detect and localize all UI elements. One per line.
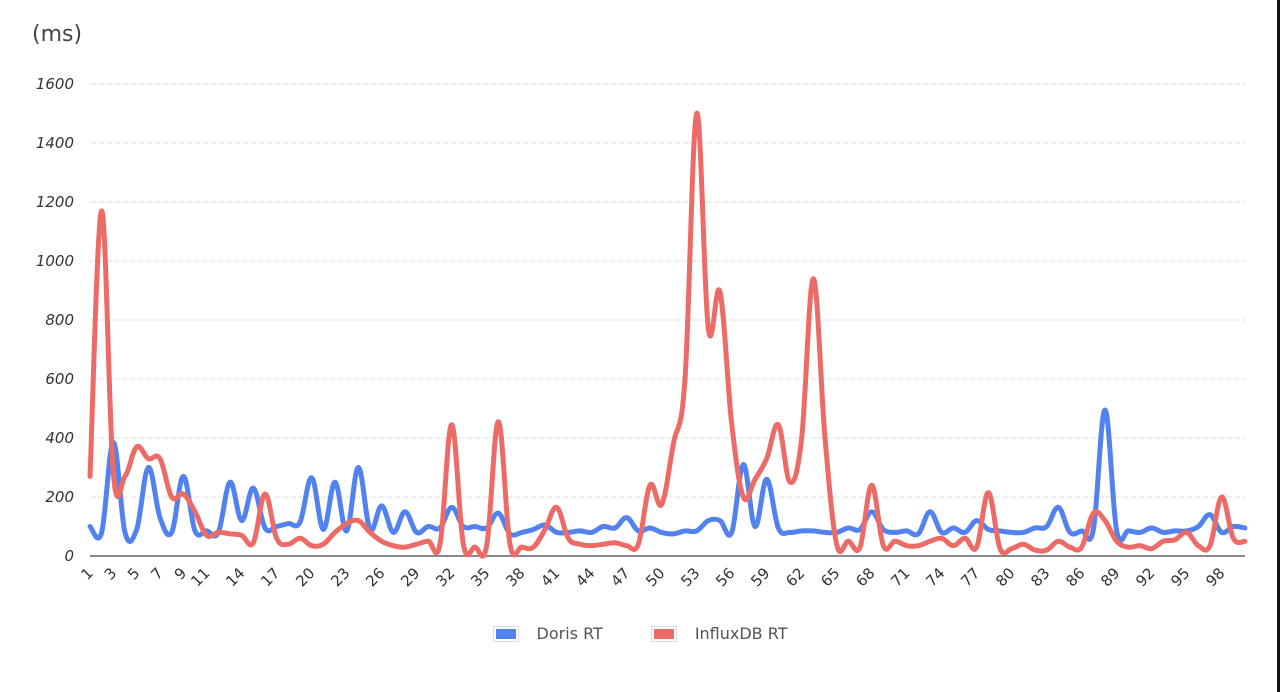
x-tick-label: 17: [257, 564, 283, 590]
y-axis-unit-label: (ms): [32, 22, 83, 47]
x-tick-label: 59: [747, 564, 773, 590]
x-tick-label: 44: [572, 564, 598, 590]
x-tick-label: 98: [1202, 564, 1228, 590]
x-tick-label: 56: [712, 564, 738, 590]
y-tick-label: 400: [45, 429, 74, 447]
y-tick-label: 1000: [36, 252, 74, 270]
y-tick-label: 1600: [36, 75, 74, 93]
x-tick-label: 77: [957, 564, 983, 590]
x-tick-label: 41: [537, 564, 563, 590]
x-tick-label: 53: [677, 564, 703, 590]
x-tick-label: 83: [1027, 564, 1053, 590]
legend-label: InfluxDB RT: [694, 624, 788, 643]
x-tick-label: 1: [77, 564, 96, 583]
x-tick-label: 74: [922, 564, 948, 590]
legend-label: Doris RT: [536, 624, 603, 643]
x-tick-label: 80: [992, 564, 1018, 590]
chart-legend: Doris RT InfluxDB RT: [0, 624, 1280, 643]
x-tick-label: 11: [187, 564, 213, 590]
legend-item-doris-rt[interactable]: Doris RT: [492, 624, 603, 643]
x-tick-label: 95: [1167, 564, 1193, 590]
x-tick-label: 29: [397, 564, 423, 590]
x-tick-label: 62: [782, 564, 808, 590]
x-tick-label: 68: [852, 564, 878, 590]
x-tick-label: 89: [1097, 564, 1123, 590]
x-tick-label: 38: [502, 564, 528, 590]
x-tick-label: 65: [817, 564, 843, 590]
x-tick-label: 3: [101, 564, 120, 583]
x-tick-label: 5: [124, 564, 143, 583]
influxdb-rt-line: [87, 110, 1248, 559]
doris-rt-swatch-icon: [492, 625, 519, 642]
legend-item-influxdb-rt[interactable]: InfluxDB RT: [650, 624, 788, 643]
y-axis-ticks: 0 200 400 600 800 1000 1200 1400 1600: [36, 75, 74, 565]
y-tick-label: 200: [45, 488, 74, 506]
x-tick-label: 9: [171, 564, 190, 583]
x-tick-label: 71: [887, 564, 913, 590]
x-tick-label: 7: [147, 564, 166, 583]
y-tick-label: 1400: [36, 134, 74, 152]
y-tick-label: 1200: [36, 193, 74, 211]
x-tick-label: 86: [1062, 564, 1088, 590]
influxdb-rt-swatch-icon: [650, 625, 677, 642]
grid-lines: [90, 83, 1245, 498]
doris-rt-line: [87, 407, 1248, 544]
y-tick-label: 800: [45, 311, 74, 329]
x-tick-label: 20: [292, 564, 318, 590]
x-axis-ticks: 1 3 5 7 911 14 17 20 23 26 29 32 35 38 41 44 47 50 53 56 59 6…: [77, 564, 1228, 590]
y-tick-label: 600: [45, 370, 74, 388]
x-tick-label: 50: [642, 564, 668, 590]
x-tick-label: 23: [327, 564, 353, 590]
x-tick-label: 92: [1132, 564, 1158, 590]
x-tick-label: 26: [362, 564, 388, 590]
x-tick-label: 35: [467, 564, 493, 590]
x-tick-label: 14: [222, 564, 248, 590]
y-tick-label: 0: [64, 547, 74, 565]
right-edge-border: [1277, 0, 1280, 692]
x-tick-label: 32: [432, 564, 458, 590]
x-tick-label: 47: [607, 564, 633, 590]
